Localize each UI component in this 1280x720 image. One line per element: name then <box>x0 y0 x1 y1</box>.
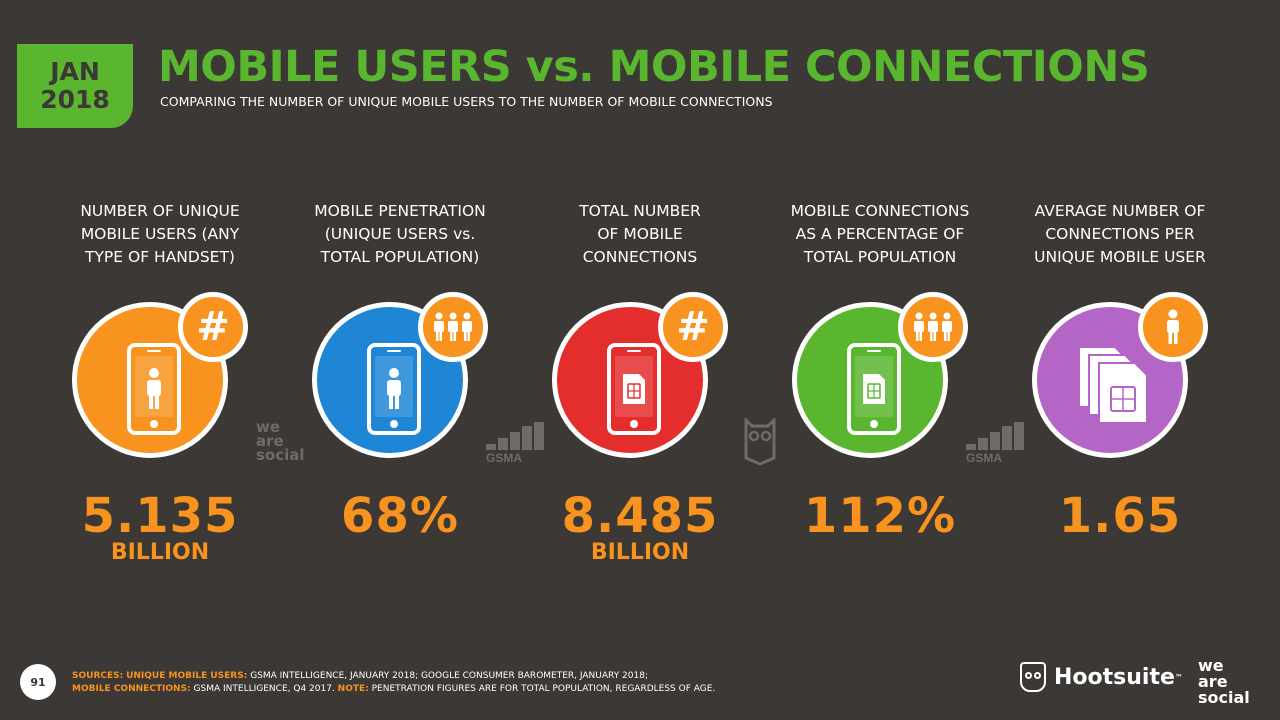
svg-text:GSMA: GSMA <box>486 451 522 462</box>
stat-value: 1.65 <box>1058 488 1182 544</box>
date-year: 2018 <box>40 85 110 114</box>
stat-value: 68% <box>341 488 459 544</box>
hash-icon: # <box>178 292 248 362</box>
svg-text:GSMA: GSMA <box>966 451 1002 462</box>
stat-label: MOBILE PENETRATION (UNIQUE USERS vs. TOTAL… <box>314 202 486 266</box>
page-title: MOBILE USERS vs. MOBILE CONNECTIONS <box>158 42 1150 92</box>
sources-text: SOURCES: UNIQUE MOBILE USERS: GSMA INTEL… <box>72 671 716 694</box>
date-badge: JAN 2018 <box>17 44 133 128</box>
gsma-logo: GSMA <box>964 422 1028 466</box>
people-group-icon <box>418 292 488 362</box>
page-number: 91 <box>20 664 56 700</box>
stat-unique-users: NUMBER OF UNIQUE MOBILE USERS (ANY TYPE OF… <box>40 200 280 565</box>
hootsuite-owl-watermark <box>742 416 778 470</box>
stat-total-connections: TOTAL NUMBER OF MOBILE CONNECTIONS # 8.485… <box>520 200 760 565</box>
stat-value: 5.135 <box>81 488 239 544</box>
stat-value: 8.485 <box>561 488 719 544</box>
stat-value: 112% <box>803 488 957 544</box>
person-icon <box>1138 292 1208 362</box>
hootsuite-logo: Hootsuite ™ <box>1020 662 1183 692</box>
stat-mobile-penetration: MOBILE PENETRATION (UNIQUE USERS vs. TOTAL… <box>280 200 520 544</box>
stat-avg-connections: AVERAGE NUMBER OF CONNECTIONS PER UNIQUE M… <box>1000 200 1240 544</box>
stat-label: NUMBER OF UNIQUE MOBILE USERS (ANY TYPE OF… <box>80 202 240 266</box>
page-subtitle: COMPARING THE NUMBER OF UNIQUE MOBILE US… <box>160 94 773 109</box>
stat-label: TOTAL NUMBER OF MOBILE CONNECTIONS <box>579 202 701 266</box>
stat-unit: BILLION <box>590 540 690 565</box>
owl-icon <box>1020 662 1046 692</box>
stat-connections-percentage: MOBILE CONNECTIONS AS A PERCENTAGE OF TOTA… <box>760 200 1000 544</box>
people-group-icon <box>898 292 968 362</box>
stat-unit: BILLION <box>110 540 210 565</box>
date-month: JAN <box>50 57 100 86</box>
we-are-social-watermark: we are social <box>256 418 305 464</box>
stat-label: AVERAGE NUMBER OF CONNECTIONS PER UNIQUE M… <box>1034 202 1206 266</box>
we-are-social-logo: we are social <box>1198 656 1250 707</box>
stat-label: MOBILE CONNECTIONS AS A PERCENTAGE OF TOTA… <box>790 202 970 266</box>
hash-icon: # <box>658 292 728 362</box>
gsma-logo: GSMA <box>484 422 548 466</box>
